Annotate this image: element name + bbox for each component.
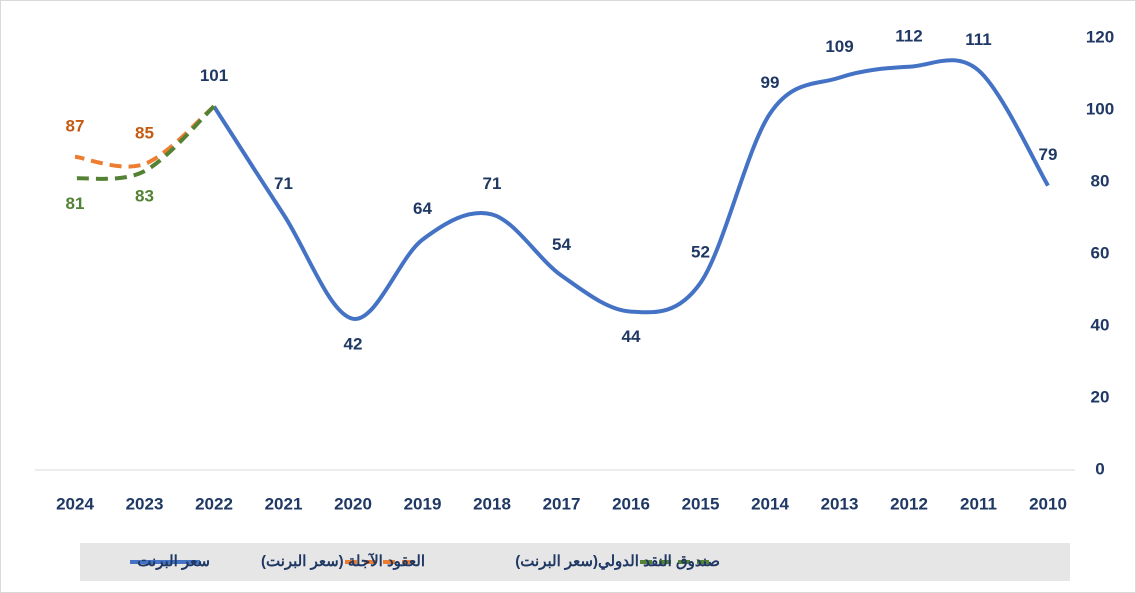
x-tick-label: 2022 bbox=[195, 494, 233, 513]
data-label: 71 bbox=[274, 174, 293, 193]
x-tick-label: 2023 bbox=[126, 494, 164, 513]
y-tick-label: 0 bbox=[1095, 459, 1104, 478]
legend-label: سعر البرنت bbox=[137, 553, 210, 570]
x-tick-label: 2010 bbox=[1029, 494, 1067, 513]
x-tick-label: 2016 bbox=[612, 494, 650, 513]
data-label: 79 bbox=[1039, 145, 1058, 164]
data-label: 87 bbox=[66, 116, 85, 135]
x-tick-label: 2015 bbox=[682, 494, 720, 513]
data-label: 81 bbox=[66, 194, 85, 213]
data-label: 52 bbox=[691, 242, 710, 261]
legend-label: صندوق النقد الدولي(سعر البرنت) bbox=[515, 553, 720, 571]
data-label: 99 bbox=[761, 73, 780, 92]
data-label: 64 bbox=[413, 199, 432, 218]
data-label: 101 bbox=[200, 66, 228, 85]
data-label: 109 bbox=[825, 37, 853, 56]
data-label: 54 bbox=[552, 235, 571, 254]
data-label: 71 bbox=[483, 174, 502, 193]
data-label: 111 bbox=[965, 30, 992, 49]
x-tick-label: 2020 bbox=[334, 494, 372, 513]
x-tick-label: 2011 bbox=[960, 494, 997, 513]
data-label: 83 bbox=[135, 187, 154, 206]
data-label: 112 bbox=[895, 26, 922, 45]
series-line bbox=[74, 104, 216, 181]
x-tick-label: 2018 bbox=[473, 494, 511, 513]
x-tick-label: 2014 bbox=[751, 494, 789, 513]
y-tick-label: 60 bbox=[1091, 243, 1110, 262]
data-label: 44 bbox=[622, 327, 641, 346]
x-tick-label: 2024 bbox=[56, 494, 94, 513]
data-label: 85 bbox=[135, 123, 154, 142]
data-label: 42 bbox=[344, 334, 363, 353]
y-tick-label: 100 bbox=[1086, 99, 1114, 118]
x-tick-label: 2013 bbox=[821, 494, 859, 513]
x-tick-label: 2012 bbox=[890, 494, 928, 513]
y-tick-label: 80 bbox=[1091, 171, 1110, 190]
x-tick-label: 2019 bbox=[404, 494, 442, 513]
legend-box bbox=[80, 543, 1070, 581]
x-tick-label: 2021 bbox=[265, 494, 303, 513]
series-line bbox=[212, 58, 1050, 321]
y-tick-label: 120 bbox=[1086, 27, 1114, 46]
x-tick-label: 2017 bbox=[543, 494, 581, 513]
y-tick-label: 40 bbox=[1091, 315, 1110, 334]
legend-label: العقود الآجلة (سعر البرنت) bbox=[261, 552, 425, 570]
y-tick-label: 20 bbox=[1091, 387, 1110, 406]
